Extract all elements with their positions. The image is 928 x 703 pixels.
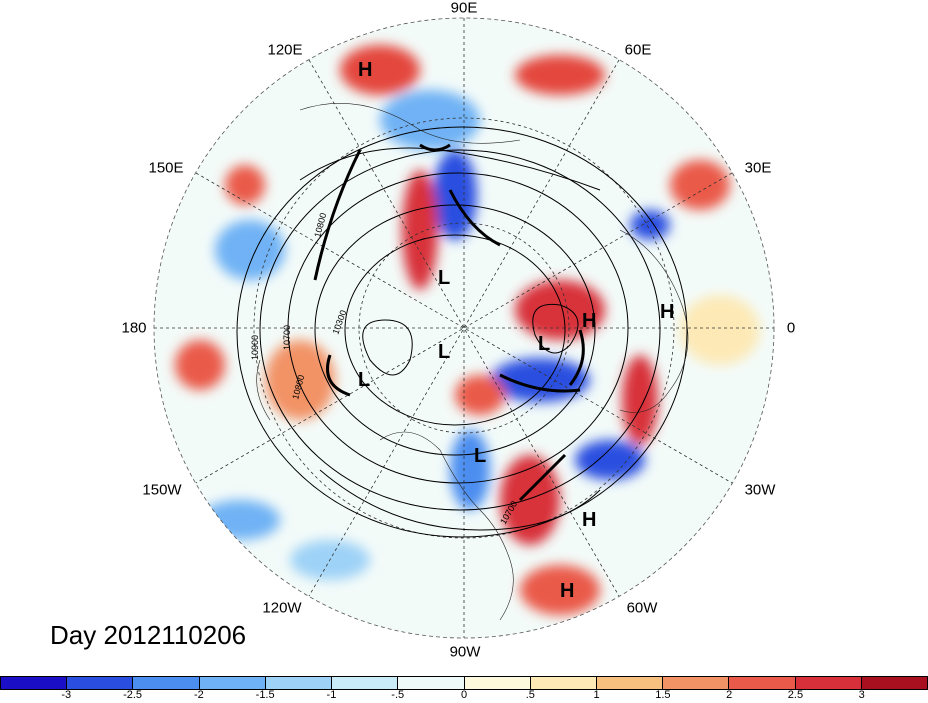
high-center: H [582, 509, 596, 531]
low-center: L [474, 445, 486, 467]
map-boundary [153, 17, 775, 639]
colorbar-swatch [464, 676, 531, 690]
colorbar-swatch [265, 676, 333, 690]
high-center: H [358, 59, 372, 81]
lon-label-150e: 150E [148, 159, 184, 177]
colorbar-swatch [67, 676, 134, 690]
low-center: L [438, 341, 450, 363]
colorbar-swatch [398, 676, 465, 690]
high-center: H [582, 310, 596, 332]
lon-label-150w: 150W [142, 481, 182, 499]
colorbar-tick-label: 2 [726, 689, 733, 701]
low-center: L [538, 333, 550, 355]
colorbar-tick-label: .5 [525, 689, 535, 701]
lon-label-60w: 60W [626, 599, 658, 617]
colorbar-swatch [861, 676, 928, 690]
jet-contours [313, 143, 585, 502]
lon-label-30w: 30W [744, 481, 776, 499]
coastlines [256, 103, 689, 621]
colorbar-tick-label: 0 [460, 689, 468, 701]
colorbar-swatch [0, 676, 68, 690]
high-center: H [660, 301, 674, 323]
lon-label-30e: 30E [744, 159, 772, 177]
colorbar-tick-label: 1 [593, 689, 600, 701]
contour-label: 10700 [282, 325, 292, 350]
colorbar-tick-label: -1 [326, 689, 337, 701]
colorbar-tick-label: -2.5 [123, 689, 143, 701]
colorbar-ticks: -3 -2.5 -2 -1.5 -1 -.5 0 .5 1 1.5 2 2.5 3 [0, 689, 928, 703]
pressure-centers: H L L L L L H H H H [358, 59, 674, 602]
lon-label-0: 0 [786, 319, 796, 337]
colorbar-swatch [133, 676, 200, 690]
colorbar-tick-label: -2 [193, 689, 204, 701]
colorbar-tick-label: 3 [858, 689, 865, 701]
lon-label-60e: 60E [624, 41, 652, 59]
polar-map: H L L L L L H H H H 10800 10700 10900 10… [153, 17, 775, 639]
low-center: L [438, 267, 450, 289]
map-disk [154, 18, 774, 638]
colorbar-swatch [729, 676, 796, 690]
high-center: H [560, 580, 574, 602]
colorbar-swatch [199, 676, 266, 690]
colorbar-tick-label: 2.5 [787, 689, 804, 701]
colorbar-tick-label: -3 [61, 689, 72, 701]
colorbar-swatch [663, 676, 730, 690]
colorbar-swatch [332, 676, 399, 690]
anomaly-shading [175, 45, 760, 615]
lon-label-180: 180 [121, 319, 147, 337]
low-center: L [358, 369, 370, 391]
height-contours [236, 126, 688, 538]
contour-label: 10900 [250, 335, 260, 360]
lon-label-90w: 90W [449, 643, 481, 661]
colorbar [0, 676, 928, 690]
lon-label-120e: 120E [267, 41, 303, 59]
lon-label-90e: 90E [450, 0, 478, 17]
colorbar-swatch [596, 676, 664, 690]
colorbar-tick-label: -1.5 [255, 689, 275, 701]
day-label: Day 2012110206 [50, 620, 247, 650]
colorbar-swatch [530, 676, 597, 690]
lon-label-120w: 120W [262, 599, 302, 617]
colorbar-swatch [795, 676, 862, 690]
colorbar-tick-label: -.5 [391, 689, 405, 701]
colorbar-tick-label: 1.5 [655, 689, 671, 701]
